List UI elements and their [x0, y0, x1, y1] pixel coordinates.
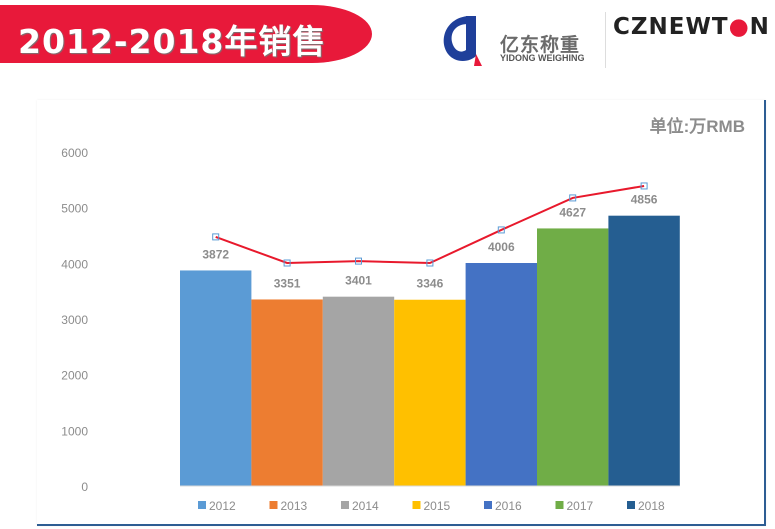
yidong-logo-icon [443, 16, 482, 66]
trend-marker [569, 194, 577, 202]
yidong-logo-en: YIDONG WEIGHING [500, 53, 585, 63]
yidong-logo-cn: 亿东称重 [500, 35, 581, 56]
legend-swatch [269, 501, 278, 509]
legend-label: 2015 [424, 499, 451, 513]
unit-label: 单位:万RMB [650, 116, 745, 136]
legend-label: 2017 [567, 499, 594, 513]
logo-divider [605, 12, 606, 68]
title-banner: 2012-2018年销售 [0, 5, 372, 63]
bar-2018 [608, 215, 680, 486]
legend-swatch [555, 501, 564, 509]
bar-2014 [322, 296, 395, 486]
legend-label: 2018 [638, 499, 665, 513]
trend-marker [355, 257, 362, 265]
y-tick-label: 5000 [61, 202, 88, 216]
data-label: 3872 [202, 247, 229, 261]
y-tick-label: 2000 [61, 369, 88, 383]
trend-line [215, 184, 645, 265]
legend-swatch [198, 501, 206, 509]
trend-marker [283, 259, 291, 267]
czewton-logo: CZNEWT●N [613, 14, 770, 40]
legend-label: 2014 [352, 499, 379, 513]
trend-marker [212, 233, 220, 241]
legend-label: 2012 [209, 499, 236, 513]
legend-swatch [627, 501, 635, 509]
trend-marker [426, 259, 434, 267]
trend-marker [640, 182, 648, 190]
legend-label: 2013 [281, 499, 308, 513]
bar-2017 [537, 228, 609, 486]
legend-label: 2016 [495, 499, 522, 513]
data-label: 3401 [345, 274, 372, 288]
bar-2015 [394, 299, 466, 486]
data-label: 3346 [417, 277, 444, 291]
bar-2013 [251, 299, 323, 486]
page-title: 2012-2018年销售 [18, 22, 327, 61]
legend-swatch [484, 501, 492, 509]
apple-icon: ● [728, 14, 750, 40]
y-tick-label: 6000 [61, 146, 88, 160]
y-tick-label: 1000 [61, 424, 88, 438]
legend-swatch [412, 501, 421, 509]
data-label: 4006 [488, 240, 515, 254]
y-tick-label: 0 [81, 480, 88, 494]
data-label: 3351 [274, 276, 301, 290]
y-tick-label: 3000 [61, 313, 88, 327]
bar-2012 [180, 270, 252, 486]
y-tick-label: 4000 [61, 257, 88, 271]
data-label: 4856 [631, 193, 658, 207]
bar-2016 [465, 262, 537, 486]
trend-marker [497, 226, 505, 234]
legend-swatch [341, 501, 349, 509]
data-label: 4627 [559, 205, 586, 219]
